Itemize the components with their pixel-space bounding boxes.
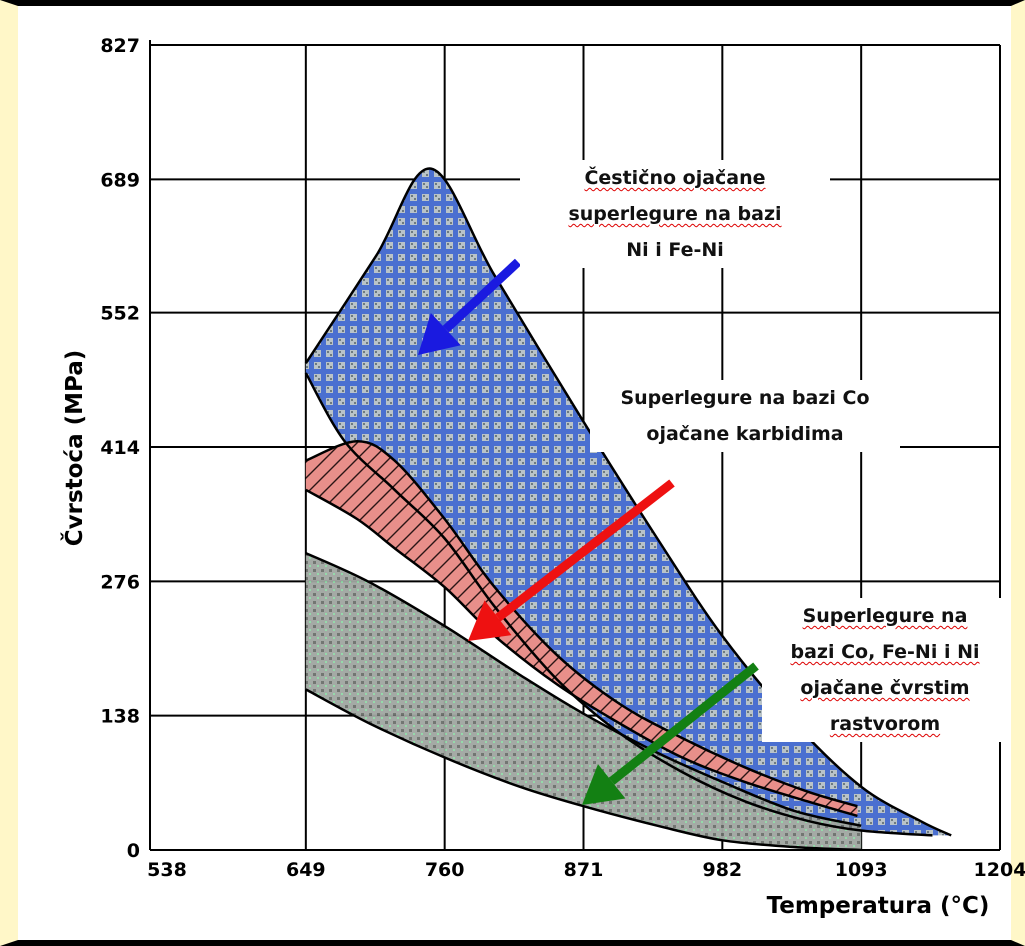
x-tick-label: 982 bbox=[702, 859, 742, 881]
curve-particle-strengthened-upper bbox=[304, 167, 952, 837]
annotation-particle-strengthened: Čestično ojačane superlegure na bazi Ni i … bbox=[520, 160, 830, 268]
x-tick-label: 760 bbox=[425, 859, 465, 881]
x-axis-label: Temperatura (°C) bbox=[767, 893, 990, 919]
annotation-line: Čestično ojačane bbox=[584, 167, 766, 189]
area-co-carbide bbox=[305, 441, 858, 816]
y-tick-label: 414 bbox=[100, 437, 140, 459]
y-tick-label: 0 bbox=[127, 840, 140, 862]
y-tick-label: 552 bbox=[100, 303, 140, 325]
x-tick-label: 649 bbox=[286, 859, 326, 881]
x-tick-label: 538 bbox=[147, 859, 187, 881]
y-tick-label: 276 bbox=[100, 571, 140, 593]
y-tick-label: 689 bbox=[100, 169, 140, 191]
arrow-red bbox=[468, 479, 675, 641]
arrow-green bbox=[582, 662, 759, 805]
annotation-line: Superlegure na bbox=[802, 605, 968, 627]
arrow-shaft bbox=[608, 662, 759, 785]
annotation-line: bazi Co, Fe-Ni i Ni bbox=[790, 641, 980, 663]
curve-co-carbide-upper bbox=[305, 439, 858, 808]
arrow-head bbox=[582, 764, 626, 805]
x-tick-label: 1204 bbox=[974, 859, 1025, 881]
annotation-line: Superlegure na bazi Co bbox=[620, 387, 870, 409]
annotation-co-carbide: Superlegure na bazi Co ojačane karbidima bbox=[590, 380, 900, 452]
arrow-head bbox=[418, 313, 461, 355]
curve-solid-solution-upper bbox=[305, 551, 862, 827]
annotation-solid-solution: Superlegure na bazi Co, Fe-Ni i Ni ojačane… bbox=[762, 598, 1008, 742]
y-tick-label: 138 bbox=[100, 706, 140, 728]
area-particle-strengthened bbox=[305, 168, 952, 836]
y-axis-label: Čvrstoća (MPa) bbox=[60, 350, 88, 547]
arrow-blue bbox=[418, 258, 522, 355]
y-tick-label: 827 bbox=[100, 35, 140, 57]
annotation-line: rastvorom bbox=[829, 713, 941, 735]
x-tick-label: 871 bbox=[564, 859, 604, 881]
x-tick-label: 1093 bbox=[835, 859, 888, 881]
curve-co-carbide-lower bbox=[305, 488, 858, 818]
arrow-head bbox=[468, 600, 512, 641]
annotation-line: ojačane karbidima bbox=[646, 423, 844, 445]
arrow-shaft bbox=[495, 479, 675, 622]
arrow-shaft bbox=[442, 258, 522, 333]
annotation-line: Ni i Fe-Ni bbox=[626, 239, 724, 261]
annotation-line: ojačane čvrstim bbox=[800, 677, 970, 699]
curve-solid-solution-lower bbox=[305, 688, 862, 850]
annotation-line: superlegure na bazi bbox=[568, 203, 782, 225]
